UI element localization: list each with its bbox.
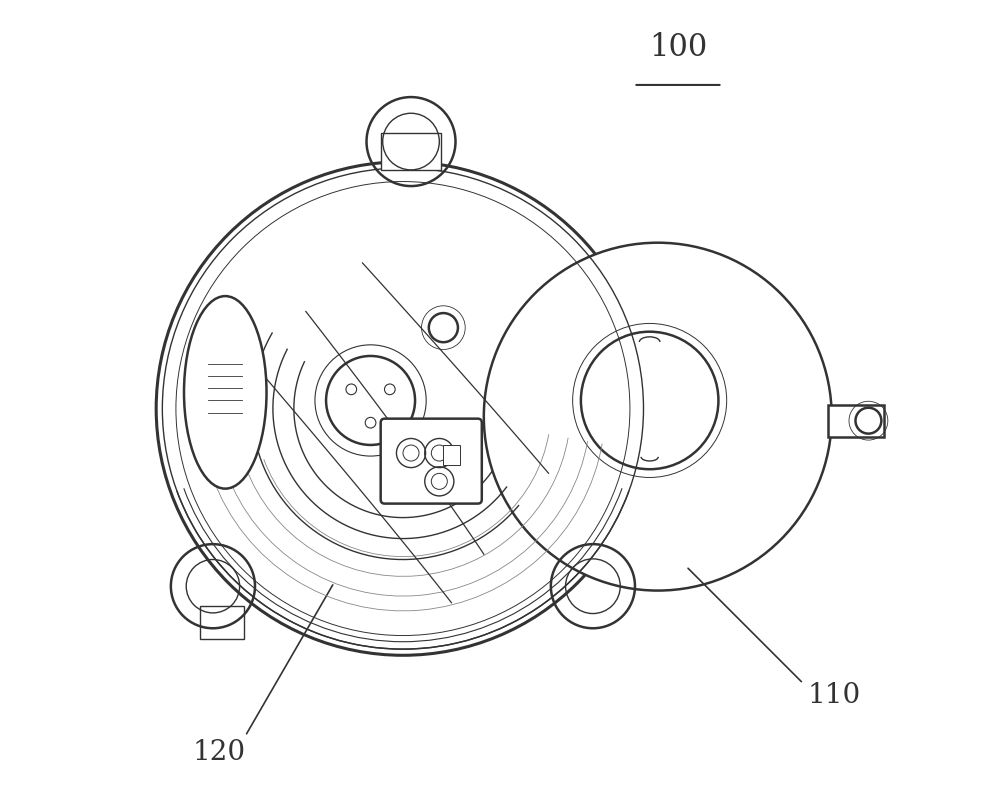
FancyBboxPatch shape — [381, 419, 482, 503]
Text: 100: 100 — [649, 32, 707, 63]
Bar — [443, 445, 460, 465]
Ellipse shape — [184, 296, 267, 489]
Bar — [381, 133, 441, 170]
Text: 110: 110 — [807, 682, 861, 709]
Circle shape — [156, 162, 650, 655]
Bar — [200, 607, 244, 639]
Bar — [828, 404, 884, 437]
Circle shape — [484, 243, 832, 591]
Text: 120: 120 — [193, 739, 246, 766]
